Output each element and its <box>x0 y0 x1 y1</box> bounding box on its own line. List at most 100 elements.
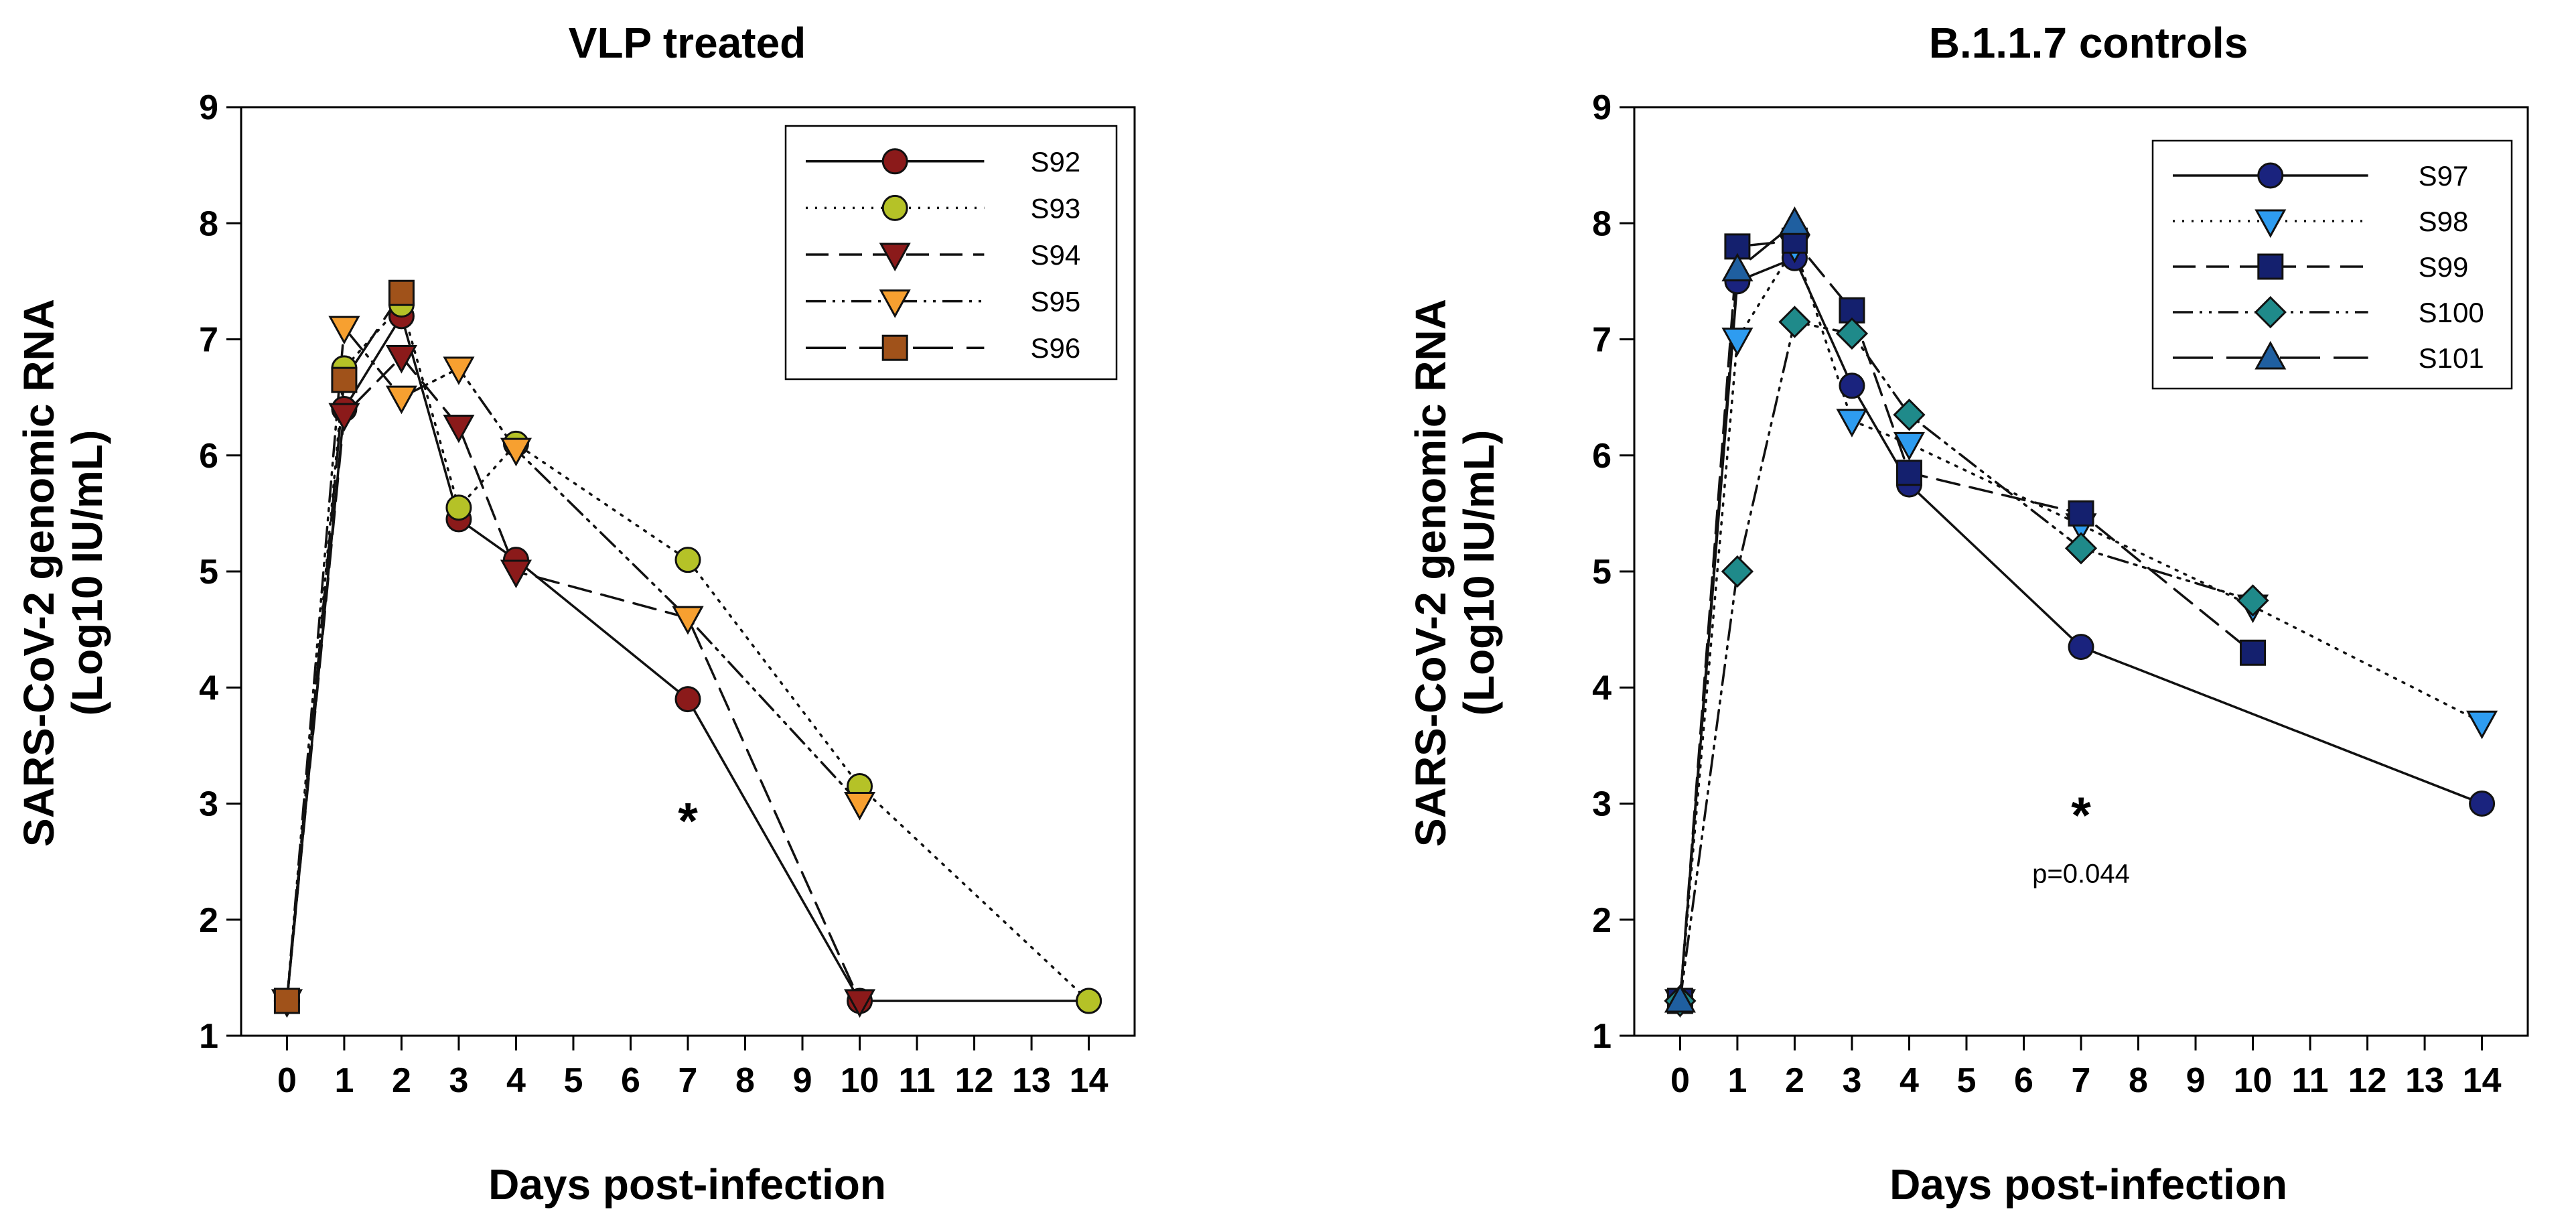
data-point-s96 <box>388 279 415 306</box>
x-tick-label: 3 <box>1842 1061 1861 1100</box>
data-point-s101 <box>1664 983 1696 1013</box>
chart-panel-b117-controls: B.1.1.7 controls SARS-CoV-2 genomic RNA … <box>1407 19 2529 1209</box>
x-tick-label: 6 <box>2014 1061 2033 1100</box>
legend-marker-s94 <box>879 243 911 272</box>
data-point-s94 <box>385 344 417 374</box>
legend-marker-s96 <box>881 334 908 361</box>
y-axis-label-units: (Log10 IU/mL) <box>1455 430 1503 716</box>
data-point-s100 <box>1778 305 1811 338</box>
data-point-s98 <box>1721 328 1754 356</box>
data-point-s94 <box>328 403 360 432</box>
x-tick-label: 13 <box>1012 1061 1051 1100</box>
data-point-s95 <box>328 316 360 345</box>
x-tick-label: 14 <box>2463 1061 2502 1100</box>
y-axis-label: SARS-CoV-2 genomic RNA <box>1407 299 1455 847</box>
data-point-s100 <box>2064 532 2098 565</box>
data-point-s99 <box>2068 500 2094 527</box>
data-point-s96 <box>331 366 358 393</box>
x-tick-label: 5 <box>1957 1061 1977 1100</box>
x-tick-label: 0 <box>277 1061 297 1100</box>
legend-marker-s97 <box>2257 162 2284 189</box>
data-point-s93 <box>445 494 472 521</box>
x-tick-label: 6 <box>621 1061 640 1100</box>
y-tick-label: 2 <box>199 901 218 940</box>
annotation: * <box>678 793 698 849</box>
y-tick-label: 4 <box>199 669 218 707</box>
data-point-s94 <box>443 414 475 444</box>
data-point-s100 <box>1835 317 1869 350</box>
series-line-s98 <box>1678 243 2484 1002</box>
x-tick-label: 8 <box>2129 1061 2148 1100</box>
x-tick-label: 8 <box>735 1061 755 1100</box>
series-line-s93 <box>285 301 1090 1002</box>
y-tick-label: 7 <box>199 321 218 360</box>
data-point-s101 <box>1721 253 1754 282</box>
legend-marker-s101 <box>2255 340 2287 370</box>
x-tick-label: 7 <box>678 1061 698 1100</box>
x-tick-label: 5 <box>564 1061 583 1100</box>
x-tick-label: 4 <box>1900 1061 1919 1100</box>
y-tick-label: 3 <box>199 785 218 824</box>
data-point-s98 <box>1893 431 1926 461</box>
x-tick-label: 10 <box>841 1061 879 1100</box>
y-tick-label: 6 <box>199 437 218 476</box>
legend: S97 S98 S99 S100 S101 <box>2151 139 2513 390</box>
data-point-s97 <box>1839 372 1865 399</box>
legend-marker-s92 <box>881 148 908 175</box>
y-tick-label: 5 <box>199 553 218 592</box>
legend-marker-s100 <box>2254 295 2287 329</box>
x-tick-label: 2 <box>1785 1061 1804 1100</box>
legend-marker-s95 <box>879 289 911 318</box>
chart-panel-vlp-treated: VLP treated SARS-CoV-2 genomic RNA (Log1… <box>15 19 1136 1209</box>
data-point-s93 <box>1076 987 1102 1014</box>
data-point-s95 <box>672 606 704 635</box>
legend-label-s100: S100 <box>2419 297 2484 328</box>
legend-label-s94: S94 <box>1031 239 1081 271</box>
x-tick-label: 4 <box>506 1061 526 1100</box>
y-axis-label: SARS-CoV-2 genomic RNA <box>15 299 63 847</box>
x-tick-label: 13 <box>2405 1061 2444 1100</box>
data-point-s97 <box>2068 634 2094 661</box>
x-tick-label: 3 <box>449 1061 468 1100</box>
x-tick-label: 12 <box>2348 1061 2387 1100</box>
x-tick-label: 1 <box>1727 1061 1747 1100</box>
data-point-s100 <box>1721 555 1754 588</box>
x-axis-label: Days post-infection <box>488 1160 886 1209</box>
y-tick-label: 3 <box>1592 785 1612 824</box>
y-tick-label: 9 <box>199 88 218 127</box>
data-point-s99 <box>1895 460 1922 486</box>
data-point-s95 <box>443 356 475 385</box>
legend-label-s92: S92 <box>1031 146 1081 178</box>
y-tick-label: 4 <box>1592 669 1612 707</box>
x-tick-label: 11 <box>2292 1061 2329 1100</box>
data-point-s94 <box>843 989 876 1018</box>
x-tick-label: 1 <box>334 1061 354 1100</box>
annotation: * <box>2071 787 2091 844</box>
chart-title: VLP treated <box>569 19 806 67</box>
legend-label-s95: S95 <box>1031 286 1081 318</box>
data-point-s99 <box>2240 639 2267 666</box>
x-tick-label: 14 <box>1070 1061 1108 1100</box>
data-point-s98 <box>1836 409 1868 437</box>
legend-label-s101: S101 <box>2419 342 2484 374</box>
legend-marker-s98 <box>2255 209 2287 238</box>
y-tick-label: 8 <box>1592 204 1612 243</box>
y-tick-label: 6 <box>1592 437 1612 476</box>
x-tick-label: 2 <box>392 1061 411 1100</box>
legend-marker-s99 <box>2257 253 2284 280</box>
legend-label-s93: S93 <box>1031 192 1081 224</box>
x-tick-label: 7 <box>2072 1061 2091 1100</box>
data-point-s97 <box>2469 791 2496 817</box>
data-point-s94 <box>500 559 532 589</box>
legend-box <box>784 125 1118 381</box>
data-point-s100 <box>1893 398 1926 431</box>
data-point-s95 <box>385 385 417 415</box>
x-tick-label: 10 <box>2234 1061 2273 1100</box>
annotation: p=0.044 <box>2032 859 2130 888</box>
legend: S92 S93 S94 S95 S96 <box>784 125 1118 381</box>
x-tick-label: 12 <box>955 1061 994 1100</box>
chart-title: B.1.1.7 controls <box>1929 19 2248 67</box>
legend-label-s97: S97 <box>2419 160 2469 192</box>
legend-label-s96: S96 <box>1031 332 1081 364</box>
x-tick-label: 9 <box>793 1061 812 1100</box>
